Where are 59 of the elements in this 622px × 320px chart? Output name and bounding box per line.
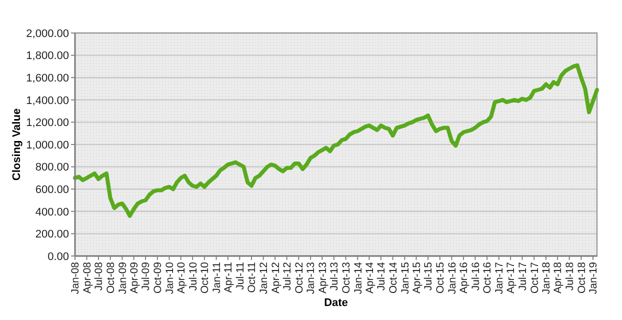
x-tick-label: Jan-14 — [352, 262, 364, 294]
y-tick-label: 800.00 — [35, 162, 69, 174]
x-tick-label: Apr-15 — [410, 262, 423, 294]
x-tick-label: Jul-12 — [281, 262, 294, 291]
x-tick-label: Apr-17 — [505, 262, 518, 294]
x-tick-label: Oct-08 — [105, 262, 117, 294]
x-tick-label: Jan-15 — [399, 262, 412, 294]
x-tick-label: Oct-11 — [246, 262, 258, 293]
x-tick-label: Oct-14 — [387, 262, 400, 294]
y-tick-label: 1,400.00 — [26, 94, 69, 107]
y-tick-label: 200.00 — [35, 228, 69, 241]
x-tick-label: Apr-12 — [270, 262, 282, 294]
x-tick-label: Jan-16 — [446, 262, 458, 294]
x-tick-label: Apr-08 — [81, 262, 94, 294]
x-tick-label: Jan-10 — [164, 262, 176, 294]
x-tick-label: Oct-13 — [340, 262, 352, 294]
x-tick-label: Jan-08 — [70, 262, 82, 294]
y-tick-label: 1,600.00 — [26, 72, 69, 84]
x-tick-label: Oct-17 — [528, 262, 541, 294]
x-tick-label: Oct-16 — [482, 262, 494, 294]
x-tick-label: Jul-08 — [93, 262, 106, 291]
x-tick-label: Apr-13 — [316, 262, 329, 294]
x-tick-label: Jan-19 — [588, 262, 600, 294]
x-tick-label: Oct-12 — [293, 262, 306, 294]
x-tick-label: Apr-09 — [128, 262, 140, 294]
y-axis-title: Closing Value — [10, 108, 23, 181]
x-tick-label: Jan-09 — [116, 262, 129, 294]
x-tick-label: Apr-11 — [222, 262, 235, 293]
x-tick-label: Jan-17 — [494, 262, 506, 294]
x-tick-label: Jul-09 — [140, 262, 152, 291]
y-tick-label: 0.00 — [48, 250, 69, 263]
x-axis-title: Date — [324, 297, 348, 309]
x-tick-label: Oct-15 — [434, 262, 447, 294]
x-tick-label: Jul-13 — [328, 262, 341, 291]
x-tick-label: Jan-12 — [258, 262, 270, 294]
x-tick-label: Jul-17 — [516, 262, 529, 291]
y-tick-label: 400.00 — [35, 206, 69, 218]
y-tick-label: 1,000.00 — [26, 139, 69, 152]
x-tick-label: Jul-18 — [564, 262, 576, 291]
x-tick-label: Jul-14 — [376, 262, 388, 291]
y-tick-label: 1,800.00 — [26, 50, 69, 62]
x-tick-label: Oct-09 — [152, 262, 164, 294]
y-tick-label: 1,200.00 — [26, 117, 69, 130]
x-tick-label: Jul-10 — [187, 262, 200, 291]
x-tick-label: Jul-16 — [470, 262, 482, 291]
x-tick-label: Apr-10 — [176, 262, 188, 294]
x-tick-label: Jul-11 — [234, 262, 246, 290]
x-tick-label: Jan-13 — [305, 262, 318, 294]
x-tick-label: Jul-15 — [422, 262, 435, 291]
x-tick-label: Jan-18 — [540, 262, 553, 294]
y-tick-label: 600.00 — [35, 184, 69, 196]
x-tick-label: Oct-18 — [576, 262, 588, 294]
line-series — [73, 63, 599, 218]
x-tick-label: Apr-16 — [458, 262, 470, 294]
x-tick-label: Apr-18 — [552, 262, 564, 294]
x-tick-label: Jan-11 — [210, 262, 223, 294]
y-tick-label: 2,000.00 — [26, 28, 69, 40]
x-tick-label: Apr-14 — [364, 262, 376, 294]
x-tick-label: Oct-10 — [199, 262, 212, 294]
